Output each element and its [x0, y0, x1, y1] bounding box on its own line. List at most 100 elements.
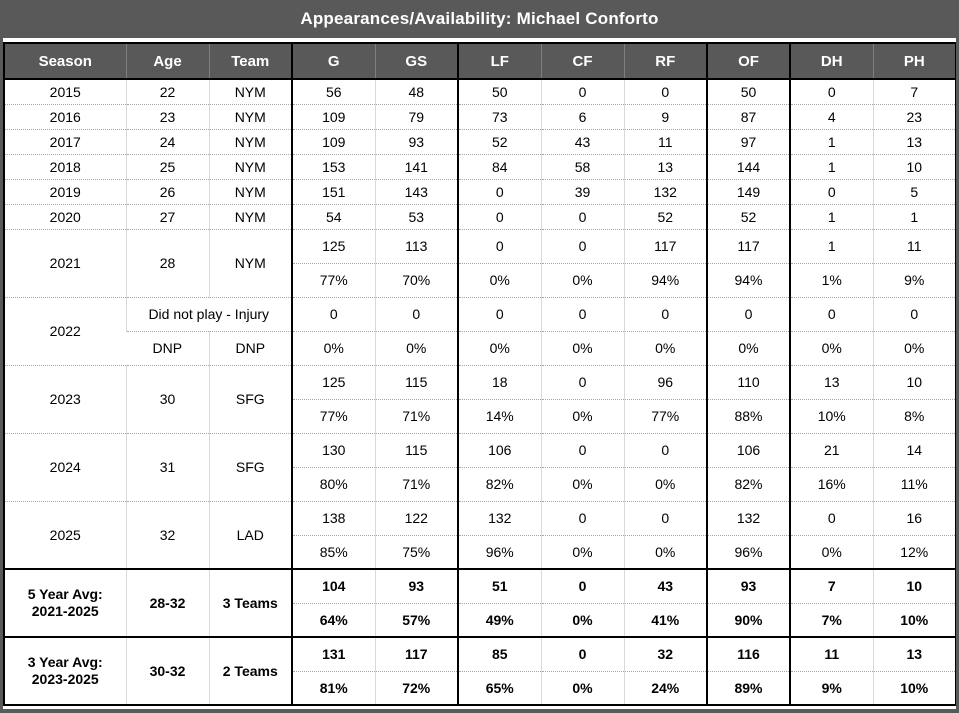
- cell-summary-2-label: 3 Year Avg: 2023-2025: [4, 636, 126, 705]
- cell-2025-g: 138: [291, 500, 375, 535]
- table-body: 2015 22 NYM 56 48 50 0 0 50 0 7 2016 23 NYM 109 79 73 6 9 8…: [4, 78, 956, 705]
- cell-2023-pct-of: 88%: [706, 398, 790, 433]
- cell-2020-season: 2020: [4, 203, 126, 229]
- cell-2018-of: 144: [706, 153, 790, 179]
- cell-2023-pct-lf: 14%: [457, 398, 541, 433]
- cell-2022-pct-cf: 0%: [540, 330, 624, 365]
- cell-2022-season: 2022: [4, 296, 126, 365]
- season-row-2023-percents: 77% 71% 14% 0% 77% 88% 10% 8%: [4, 398, 956, 433]
- cell-2021-rf: 117: [623, 228, 707, 263]
- season-row-2025-counts: 2025 32 LAD 138 122 132 0 0 132 0 16: [4, 500, 956, 569]
- cell-2021-dh: 1: [789, 228, 873, 263]
- cell-2024-team: SFG: [208, 432, 292, 501]
- cell-2025-rf: 0: [623, 500, 707, 535]
- cell-2023-pct-gs: 71%: [374, 398, 458, 433]
- season-row-2025-percents: 85% 75% 96% 0% 0% 96% 0% 12%: [4, 534, 956, 569]
- summary-1-percents: 64% 57% 49% 0% 41% 90% 7% 10%: [4, 602, 956, 637]
- cell-2024-pct-ph: 11%: [872, 466, 956, 501]
- cell-2023-pct-g: 77%: [291, 398, 375, 433]
- season-row-2024-counts: 2024 31 SFG 130 115 106 0 0 106 21 14: [4, 432, 956, 501]
- cell-2021-age: 28: [125, 228, 209, 297]
- cell-2017-gs: 93: [374, 128, 458, 154]
- cell-2022-pct-dh: 0%: [789, 330, 873, 365]
- column-header-season: Season: [4, 43, 126, 80]
- season-row-2022-percents: DNP DNP 0% 0% 0% 0% 0% 0% 0% 0%: [4, 330, 956, 365]
- column-header-gs: GS: [374, 43, 458, 80]
- cell-2018-season: 2018: [4, 153, 126, 179]
- cell-2024-pct-rf: 0%: [623, 466, 707, 501]
- season-row-2015: 2015 22 NYM 56 48 50 0 0 50 0 7: [4, 78, 956, 104]
- cell-2024-gs: 115: [374, 432, 458, 467]
- cell-summary-2-gs: 117: [374, 636, 458, 671]
- cell-2016-dh: 4: [789, 103, 873, 129]
- cell-2017-of: 97: [706, 128, 790, 154]
- cell-2025-pct-lf: 96%: [457, 534, 541, 569]
- cell-2023-age: 30: [125, 364, 209, 433]
- cell-2017-g: 109: [291, 128, 375, 154]
- cell-2017-dh: 1: [789, 128, 873, 154]
- cell-summary-2-pct-lf: 65%: [457, 670, 541, 705]
- cell-2021-gs: 113: [374, 228, 458, 263]
- table-title: Appearances/Availability: Michael Confor…: [3, 0, 956, 38]
- cell-2021-team: NYM: [208, 228, 292, 297]
- column-header-of: OF: [706, 43, 790, 80]
- cell-2019-of: 149: [706, 178, 790, 204]
- cell-2025-pct-g: 85%: [291, 534, 375, 569]
- cell-2015-gs: 48: [374, 78, 458, 104]
- cell-2024-pct-lf: 82%: [457, 466, 541, 501]
- cell-summary-2-age: 30-32: [125, 636, 209, 705]
- cell-summary-1-label-line: 2021-2025: [31, 603, 99, 619]
- cell-2024-pct-gs: 71%: [374, 466, 458, 501]
- cell-2015-g: 56: [291, 78, 375, 104]
- cell-summary-1-pct-rf: 41%: [623, 602, 707, 637]
- cell-2025-gs: 122: [374, 500, 458, 535]
- cell-summary-2-pct-rf: 24%: [623, 670, 707, 705]
- cell-summary-1-ph: 10: [872, 568, 956, 603]
- cell-2025-team: LAD: [208, 500, 292, 569]
- cell-summary-1-of: 93: [706, 568, 790, 603]
- appearances-table: Season Age Team G GS LF CF RF OF DH PH 2015 22 NYM 56…: [3, 42, 956, 706]
- cell-summary-2-pct-cf: 0%: [540, 670, 624, 705]
- cell-2019-g: 151: [291, 178, 375, 204]
- cell-2022-pct-of: 0%: [706, 330, 790, 365]
- summary-1-counts: 5 Year Avg: 2021-2025 28-32 3 Teams 104 93 51 0…: [4, 568, 956, 637]
- column-header-ph: PH: [872, 43, 956, 80]
- cell-2023-season: 2023: [4, 364, 126, 433]
- cell-2017-ph: 13: [872, 128, 956, 154]
- season-row-2021-counts: 2021 28 NYM 125 113 0 0 117 117 1 11: [4, 228, 956, 297]
- season-row-2023-counts: 2023 30 SFG 125 115 18 0 96 110 13 10: [4, 364, 956, 433]
- cell-2015-ph: 7: [872, 78, 956, 104]
- cell-summary-2-ph: 13: [872, 636, 956, 671]
- cell-2024-lf: 106: [457, 432, 541, 467]
- cell-summary-1-pct-lf: 49%: [457, 602, 541, 637]
- cell-2019-dh: 0: [789, 178, 873, 204]
- cell-2023-team: SFG: [208, 364, 292, 433]
- column-header-lf: LF: [457, 43, 541, 80]
- cell-2018-rf: 13: [623, 153, 707, 179]
- cell-summary-2-rf: 32: [623, 636, 707, 671]
- cell-2016-lf: 73: [457, 103, 541, 129]
- cell-2018-dh: 1: [789, 153, 873, 179]
- cell-2025-age: 32: [125, 500, 209, 569]
- cell-2019-team: NYM: [208, 178, 292, 204]
- cell-2022-rf: 0: [623, 296, 707, 331]
- cell-2015-rf: 0: [623, 78, 707, 104]
- cell-2022-pct-ph: 0%: [872, 330, 956, 365]
- cell-summary-1-label-line: 5 Year Avg:: [27, 585, 103, 602]
- cell-summary-1-pct-dh: 7%: [789, 602, 873, 637]
- cell-2015-cf: 0: [540, 78, 624, 104]
- cell-2017-lf: 52: [457, 128, 541, 154]
- cell-summary-1-age: 28-32: [125, 568, 209, 637]
- cell-2016-season: 2016: [4, 103, 126, 129]
- cell-2025-pct-rf: 0%: [623, 534, 707, 569]
- cell-2025-ph: 16: [872, 500, 956, 535]
- cell-2022-gs: 0: [374, 296, 458, 331]
- cell-2015-of: 50: [706, 78, 790, 104]
- cell-2022-dh: 0: [789, 296, 873, 331]
- column-header-cf: CF: [540, 43, 624, 80]
- column-header-team: Team: [208, 43, 292, 80]
- cell-2021-pct-gs: 70%: [374, 262, 458, 297]
- cell-2020-g: 54: [291, 203, 375, 229]
- cell-2025-of: 132: [706, 500, 790, 535]
